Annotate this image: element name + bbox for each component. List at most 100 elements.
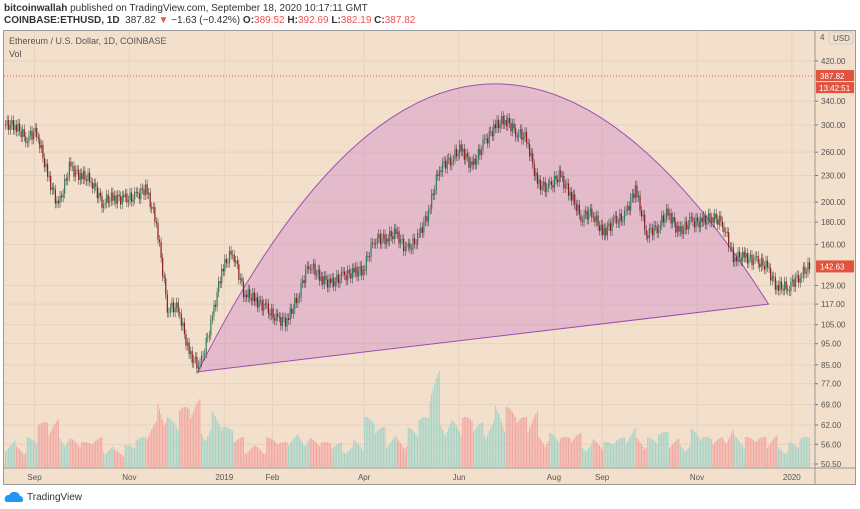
volume-bar xyxy=(375,433,377,467)
volume-bar xyxy=(466,417,468,467)
candle xyxy=(765,260,767,270)
candle xyxy=(347,269,349,281)
volume-bar xyxy=(804,437,806,467)
author[interactable]: bitcoinwallah xyxy=(4,3,68,14)
candle xyxy=(378,234,380,239)
volume-bar xyxy=(538,436,540,467)
volume-bar xyxy=(8,447,10,467)
candle xyxy=(462,148,464,152)
volume-bar xyxy=(518,420,520,467)
volume-bar xyxy=(432,388,434,467)
volume-bar xyxy=(353,439,355,467)
candle xyxy=(483,138,486,140)
candle xyxy=(68,161,70,177)
candle xyxy=(673,216,675,223)
volume-bar xyxy=(219,426,221,467)
candle xyxy=(283,317,285,319)
volume-bar xyxy=(743,448,745,467)
y-tick-label: 77.00 xyxy=(821,380,842,389)
volume-bar xyxy=(176,427,178,467)
volume-bar xyxy=(328,442,330,467)
volume-bar xyxy=(737,439,739,467)
volume-bar xyxy=(599,445,601,467)
candle xyxy=(317,269,319,275)
chart-legend: Ethereum / U.S. Dollar, 1D, COINBASE Vol xyxy=(9,35,167,61)
volume-bar xyxy=(351,447,353,467)
candle xyxy=(392,236,394,240)
candle xyxy=(42,144,44,158)
volume-bar xyxy=(673,442,675,467)
volume-bar xyxy=(544,446,546,467)
candle xyxy=(791,279,794,282)
volume-bar xyxy=(92,444,94,467)
candle xyxy=(54,189,56,204)
candle xyxy=(476,159,478,165)
candle xyxy=(782,289,784,291)
candle xyxy=(210,319,212,336)
volume-bar xyxy=(658,435,660,467)
volume-bar xyxy=(166,417,168,467)
volume-bar xyxy=(738,441,740,467)
candle xyxy=(331,277,333,283)
volume-bar xyxy=(689,446,691,467)
h-label: H: xyxy=(287,15,298,26)
candle xyxy=(779,281,781,291)
candle xyxy=(634,185,636,199)
volume-bar xyxy=(239,437,241,467)
candle xyxy=(586,210,588,220)
candle xyxy=(547,183,549,188)
candle xyxy=(435,174,437,190)
chart-panel[interactable] xyxy=(3,30,856,485)
volume-bar xyxy=(575,436,577,467)
candle xyxy=(126,193,128,203)
candle xyxy=(208,335,210,338)
candle xyxy=(522,136,525,140)
volume-bar xyxy=(574,438,576,467)
volume-bar xyxy=(60,441,62,467)
volume-bar xyxy=(247,451,249,467)
candle xyxy=(665,208,668,219)
candle xyxy=(302,280,304,284)
candle xyxy=(76,169,78,171)
volume-bar xyxy=(14,440,16,467)
volume-bar xyxy=(586,450,588,467)
candle xyxy=(654,225,657,227)
candle xyxy=(569,191,571,196)
l-label: L: xyxy=(331,15,341,26)
volume-bar xyxy=(339,442,341,467)
volume-bar xyxy=(684,451,686,467)
candle xyxy=(281,317,283,326)
volume-bar xyxy=(588,447,590,467)
candle xyxy=(529,144,531,157)
volume-bar xyxy=(485,439,487,467)
candle xyxy=(493,124,495,137)
volume-bar xyxy=(633,430,635,467)
candle xyxy=(605,227,607,236)
candle xyxy=(763,265,766,270)
volume-bar xyxy=(306,442,308,467)
candle xyxy=(552,185,554,188)
candle xyxy=(452,159,455,161)
candle xyxy=(288,317,290,320)
volume-bar xyxy=(530,424,532,467)
volume-bar xyxy=(661,432,663,467)
candle xyxy=(487,138,489,144)
volume-bar xyxy=(171,420,173,467)
candle xyxy=(424,215,427,222)
volume-bar xyxy=(560,438,562,467)
volume-bar xyxy=(630,435,632,467)
candle xyxy=(399,239,402,244)
tradingview-logo[interactable]: TradingView xyxy=(4,491,82,503)
candle xyxy=(118,194,120,197)
candle xyxy=(124,193,126,198)
candle xyxy=(497,119,500,129)
candle xyxy=(269,313,271,316)
candle xyxy=(289,308,291,320)
candle xyxy=(757,256,759,264)
candle xyxy=(106,194,108,204)
volume-bar xyxy=(393,437,395,467)
candle xyxy=(527,142,529,145)
candle xyxy=(670,213,672,224)
candle xyxy=(151,207,153,209)
